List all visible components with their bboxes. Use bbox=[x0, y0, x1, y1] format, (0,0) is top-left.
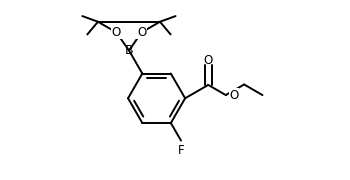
Text: O: O bbox=[229, 89, 238, 102]
Text: O: O bbox=[137, 26, 146, 39]
Text: B: B bbox=[125, 44, 133, 57]
Text: O: O bbox=[112, 26, 121, 39]
Text: F: F bbox=[178, 144, 184, 157]
Text: O: O bbox=[204, 54, 213, 67]
